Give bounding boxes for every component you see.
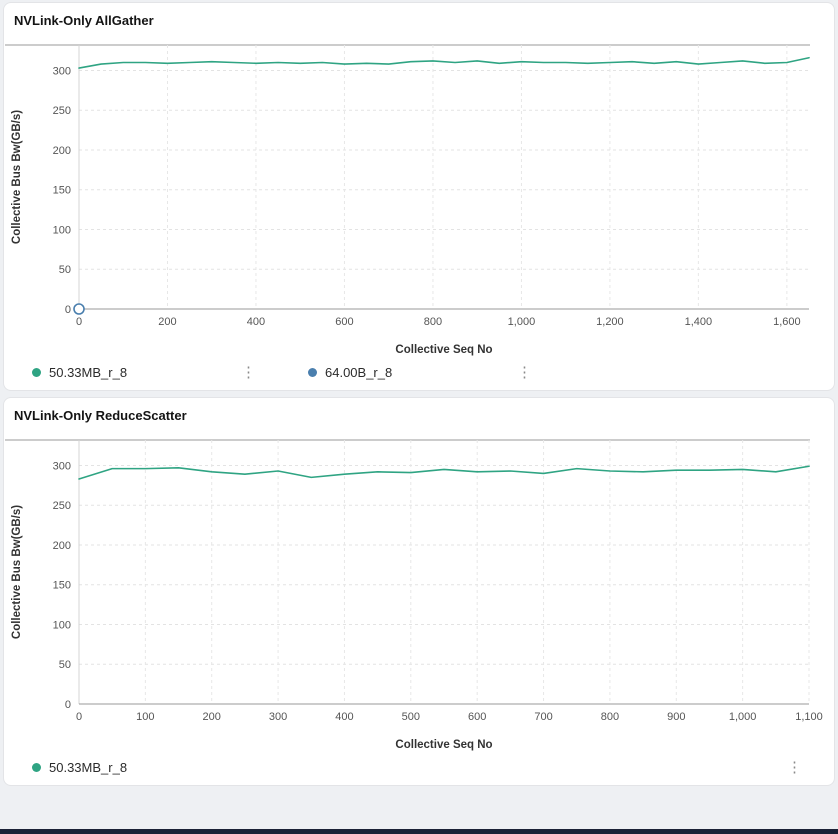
svg-text:1,000: 1,000	[729, 711, 757, 723]
svg-text:0: 0	[76, 316, 82, 328]
svg-text:0: 0	[65, 304, 71, 316]
svg-text:50: 50	[59, 659, 71, 671]
svg-text:700: 700	[534, 711, 552, 723]
legend-col: 64.00B_r_8	[308, 365, 536, 380]
svg-text:300: 300	[53, 460, 71, 472]
legend-label: 64.00B_r_8	[325, 365, 393, 380]
legend-menu-icon[interactable]	[783, 761, 806, 775]
svg-text:300: 300	[53, 65, 71, 77]
legend-item-50mb[interactable]: 50.33MB_r_8	[32, 365, 127, 380]
svg-text:1,600: 1,600	[773, 316, 801, 328]
panel-title-allgather: NVLink-Only AllGather	[14, 13, 154, 28]
reducescatter-line-chart[interactable]: 0 50 100 150 200 250 300 0 100 200 300 400 500 600 700…	[4, 428, 834, 754]
svg-text:Collective Bus Bw(GB/s): Collective Bus Bw(GB/s)	[11, 110, 23, 244]
series-color-dot	[32, 763, 41, 772]
legend-menu-icon[interactable]	[513, 366, 536, 380]
svg-text:400: 400	[335, 711, 353, 723]
legend-col: 50.33MB_r_8	[32, 760, 806, 775]
svg-text:500: 500	[402, 711, 420, 723]
svg-text:400: 400	[247, 316, 265, 328]
svg-text:0: 0	[76, 711, 82, 723]
svg-text:600: 600	[468, 711, 486, 723]
svg-text:1,100: 1,100	[795, 711, 823, 723]
series-color-dot	[32, 368, 41, 377]
svg-text:1,200: 1,200	[596, 316, 624, 328]
legend-item-50mb[interactable]: 50.33MB_r_8	[32, 760, 127, 775]
svg-text:300: 300	[269, 711, 287, 723]
svg-text:100: 100	[53, 224, 71, 236]
legend-item-64b[interactable]: 64.00B_r_8	[308, 365, 392, 380]
svg-text:150: 150	[53, 580, 71, 592]
svg-text:Collective Seq No: Collective Seq No	[395, 344, 492, 356]
legend-menu-icon[interactable]	[237, 366, 260, 380]
svg-text:800: 800	[601, 711, 619, 723]
svg-text:600: 600	[335, 316, 353, 328]
svg-text:200: 200	[158, 316, 176, 328]
bottom-bar	[0, 829, 838, 834]
svg-text:250: 250	[53, 105, 71, 117]
svg-text:250: 250	[53, 500, 71, 512]
svg-text:150: 150	[53, 185, 71, 197]
legend-col: 50.33MB_r_8	[32, 365, 260, 380]
svg-text:200: 200	[53, 145, 71, 157]
svg-text:200: 200	[203, 711, 221, 723]
svg-text:800: 800	[424, 316, 442, 328]
panel-title-reducescatter: NVLink-Only ReduceScatter	[14, 408, 187, 423]
svg-text:Collective Seq No: Collective Seq No	[395, 739, 492, 751]
svg-text:200: 200	[53, 540, 71, 552]
allgather-line-chart[interactable]: 0 50 100 150 200 250 300 0 200 400 600 800 1,000 1,20…	[4, 33, 834, 359]
panel-allgather: NVLink-Only AllGather 0 50 100 150 200 250 300…	[3, 2, 835, 391]
svg-text:50: 50	[59, 264, 71, 276]
allgather-legend: 50.33MB_r_8 64.00B_r_8	[4, 359, 834, 384]
svg-text:1,000: 1,000	[508, 316, 536, 328]
legend-label: 50.33MB_r_8	[49, 760, 128, 775]
svg-text:100: 100	[53, 619, 71, 631]
reducescatter-legend: 50.33MB_r_8	[4, 754, 834, 779]
svg-text:Collective Bus Bw(GB/s): Collective Bus Bw(GB/s)	[11, 505, 23, 639]
series-color-dot	[308, 368, 317, 377]
svg-text:100: 100	[136, 711, 154, 723]
legend-label: 50.33MB_r_8	[49, 365, 128, 380]
svg-text:900: 900	[667, 711, 685, 723]
svg-text:1,400: 1,400	[685, 316, 713, 328]
panel-reducescatter: NVLink-Only ReduceScatter 0 50 100 150 200 25…	[3, 397, 835, 786]
svg-text:0: 0	[65, 699, 71, 711]
